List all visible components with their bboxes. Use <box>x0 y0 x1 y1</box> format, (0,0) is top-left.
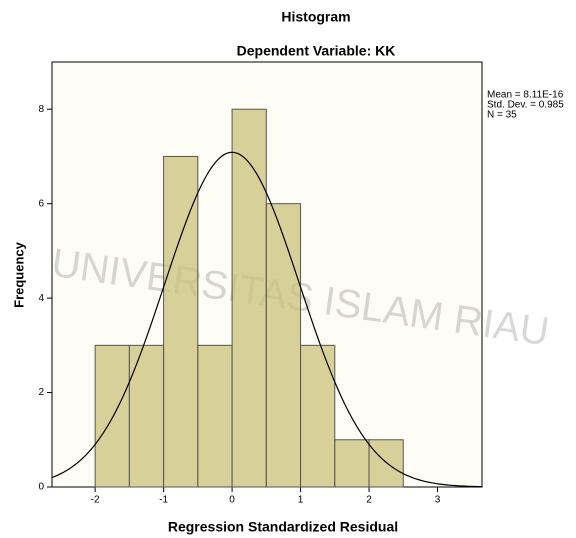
bar <box>335 440 369 487</box>
y-tick-label: 2 <box>38 387 44 398</box>
y-tick-label: 0 <box>38 482 44 493</box>
x-tick-label: -1 <box>159 495 168 506</box>
x-axis-label: Regression Standardized Residual <box>168 519 398 535</box>
x-tick-label: 1 <box>298 495 304 506</box>
y-axis-label: Frequency <box>11 241 26 308</box>
bar <box>369 440 403 487</box>
x-tick-label: -2 <box>91 495 100 506</box>
chart-subtitle: Dependent Variable: KK <box>237 43 396 59</box>
bar <box>95 345 129 487</box>
y-tick-label: 6 <box>38 198 44 209</box>
bar <box>232 109 266 487</box>
chart: Histogram Dependent Variable: KK Regress… <box>0 0 576 538</box>
bar <box>301 345 335 487</box>
bar <box>266 204 300 487</box>
y-tick-label: 8 <box>38 104 44 115</box>
bar <box>129 345 163 487</box>
bar <box>198 345 232 487</box>
stat-label: N = 35 <box>487 110 517 121</box>
x-tick-label: 3 <box>435 495 441 506</box>
x-tick-label: 2 <box>366 495 372 506</box>
chart-title: Histogram <box>281 9 350 25</box>
y-tick-label: 4 <box>38 293 44 304</box>
x-tick-label: 0 <box>229 495 235 506</box>
